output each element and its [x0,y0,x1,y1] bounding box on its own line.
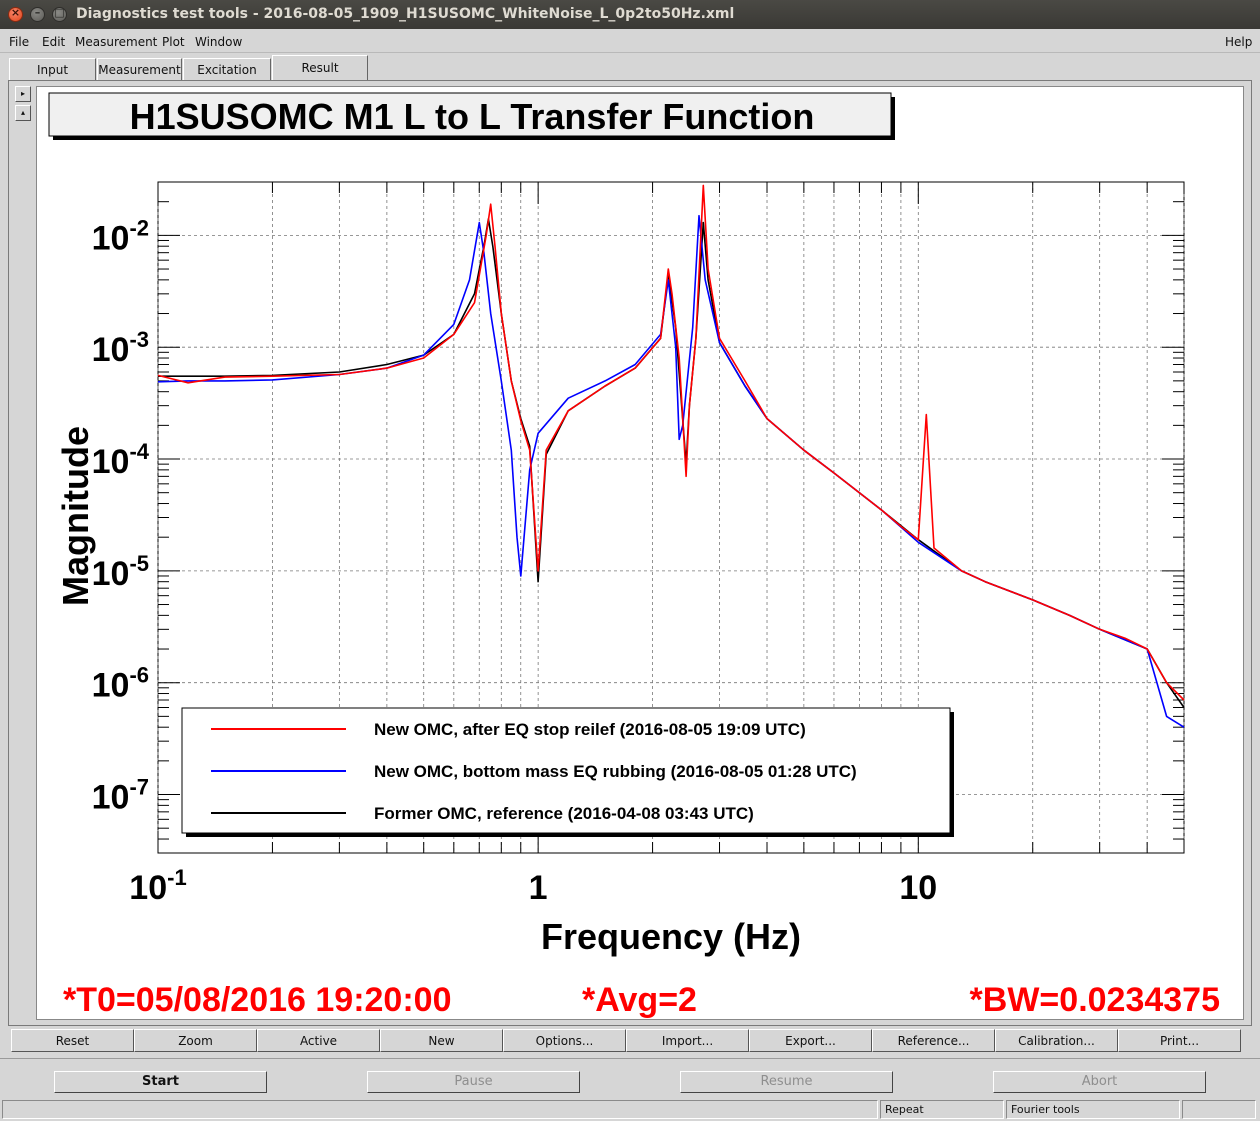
print-button[interactable]: Print... [1118,1029,1241,1052]
series-line-0 [157,184,1185,701]
tab-bar: Input Measurement Excitation Result [0,54,1260,80]
menu-edit[interactable]: Edit [42,35,66,49]
y-tick-label: 10-5 [92,551,149,593]
series-line-1 [157,214,1185,728]
close-window-button[interactable]: × [8,6,23,22]
reset-button[interactable]: Reset [11,1029,134,1052]
resume-button[interactable]: Resume [680,1071,893,1093]
tab-result[interactable]: Result [272,55,368,80]
x-tick-label: 10-1 [129,865,186,907]
window-titlebar: × – □ Diagnostics test tools - 2016-08-0… [0,0,1260,29]
close-icon: × [10,6,21,19]
tab-input[interactable]: Input [9,58,96,80]
transfer-function-plot[interactable]: H1SUSOMC M1 L to L Transfer Function 10-… [37,87,1243,1019]
pause-button[interactable]: Pause [367,1071,580,1093]
export-button[interactable]: Export... [749,1029,872,1052]
options-button[interactable]: Options... [503,1029,626,1052]
legend-label-0: New OMC, after EQ stop reilef (2016-08-0… [374,720,806,739]
plot-series [157,184,1185,728]
plot-title: H1SUSOMC M1 L to L Transfer Function [130,96,815,137]
maximize-window-button[interactable]: □ [52,6,67,22]
legend-label-1: New OMC, bottom mass EQ rubbing (2016-08… [374,762,857,781]
y-axis-label: Magnitude [55,426,96,606]
active-button[interactable]: Active [257,1029,380,1052]
status-fourier-tools: Fourier tools [1006,1100,1180,1119]
import-button[interactable]: Import... [626,1029,749,1052]
footer-avg: *Avg=2 [582,981,697,1019]
tab-measurement[interactable]: Measurement [97,58,182,80]
y-tick-labels: 10-2 10-3 10-4 10-5 10-6 10-7 [92,215,150,816]
tab-excitation[interactable]: Excitation [183,58,271,80]
status-bar: Repeat Fourier tools [0,1099,1260,1121]
reference-button[interactable]: Reference... [872,1029,995,1052]
title-box [48,92,892,137]
plot-canvas[interactable]: H1SUSOMC M1 L to L Transfer Function 10-… [36,86,1244,1020]
y-tick-label: 10-7 [92,775,149,817]
menu-measurement[interactable]: Measurement [75,35,158,49]
minimize-icon: – [34,6,41,19]
window-title: Diagnostics test tools - 2016-08-05_1909… [76,6,735,22]
footer-bw: *BW=0.0234375 [970,981,1220,1019]
menu-bar: File Edit Measurement Plot Window Help [0,29,1260,53]
arrow-right-icon: ▸ [20,89,25,98]
x-axis-label: Frequency (Hz) [541,916,801,957]
menu-window[interactable]: Window [195,35,243,49]
plot-toolbar: Reset Zoom Active New Options... Import.… [8,1029,1252,1053]
start-button[interactable]: Start [54,1071,267,1093]
legend: New OMC, after EQ stop reilef (2016-08-0… [211,720,857,823]
menu-file[interactable]: File [9,35,30,49]
axis-ticks [157,181,1185,854]
calibration-button[interactable]: Calibration... [995,1029,1118,1052]
y-tick-label: 10-2 [92,215,149,257]
abort-button[interactable]: Abort [993,1071,1206,1093]
zoom-button[interactable]: Zoom [134,1029,257,1052]
x-tick-labels: 10-1 1 10 [129,865,937,907]
status-repeat: Repeat [880,1100,1004,1119]
status-message [2,1100,878,1119]
arrow-up-icon: ▴ [20,108,25,117]
y-tick-label: 10-4 [92,439,150,481]
x-tick-label: 1 [529,869,548,907]
legend-label-2: Former OMC, reference (2016-04-08 03:43 … [374,804,754,823]
menu-help[interactable]: Help [1225,35,1253,49]
status-extra [1182,1100,1256,1119]
new-button[interactable]: New [380,1029,503,1052]
footer-t0: *T0=05/08/2016 19:20:00 [63,981,451,1019]
x-tick-label: 10 [899,869,937,907]
pad-up-button[interactable]: ▴ [15,105,31,121]
y-tick-label: 10-6 [92,663,149,705]
measurement-controls: Start Pause Resume Abort [0,1058,1260,1098]
menu-plot[interactable]: Plot [162,35,185,49]
maximize-icon: □ [54,6,65,19]
y-tick-label: 10-3 [92,327,149,369]
minimize-window-button[interactable]: – [30,6,45,22]
pad-next-button[interactable]: ▸ [15,86,31,102]
